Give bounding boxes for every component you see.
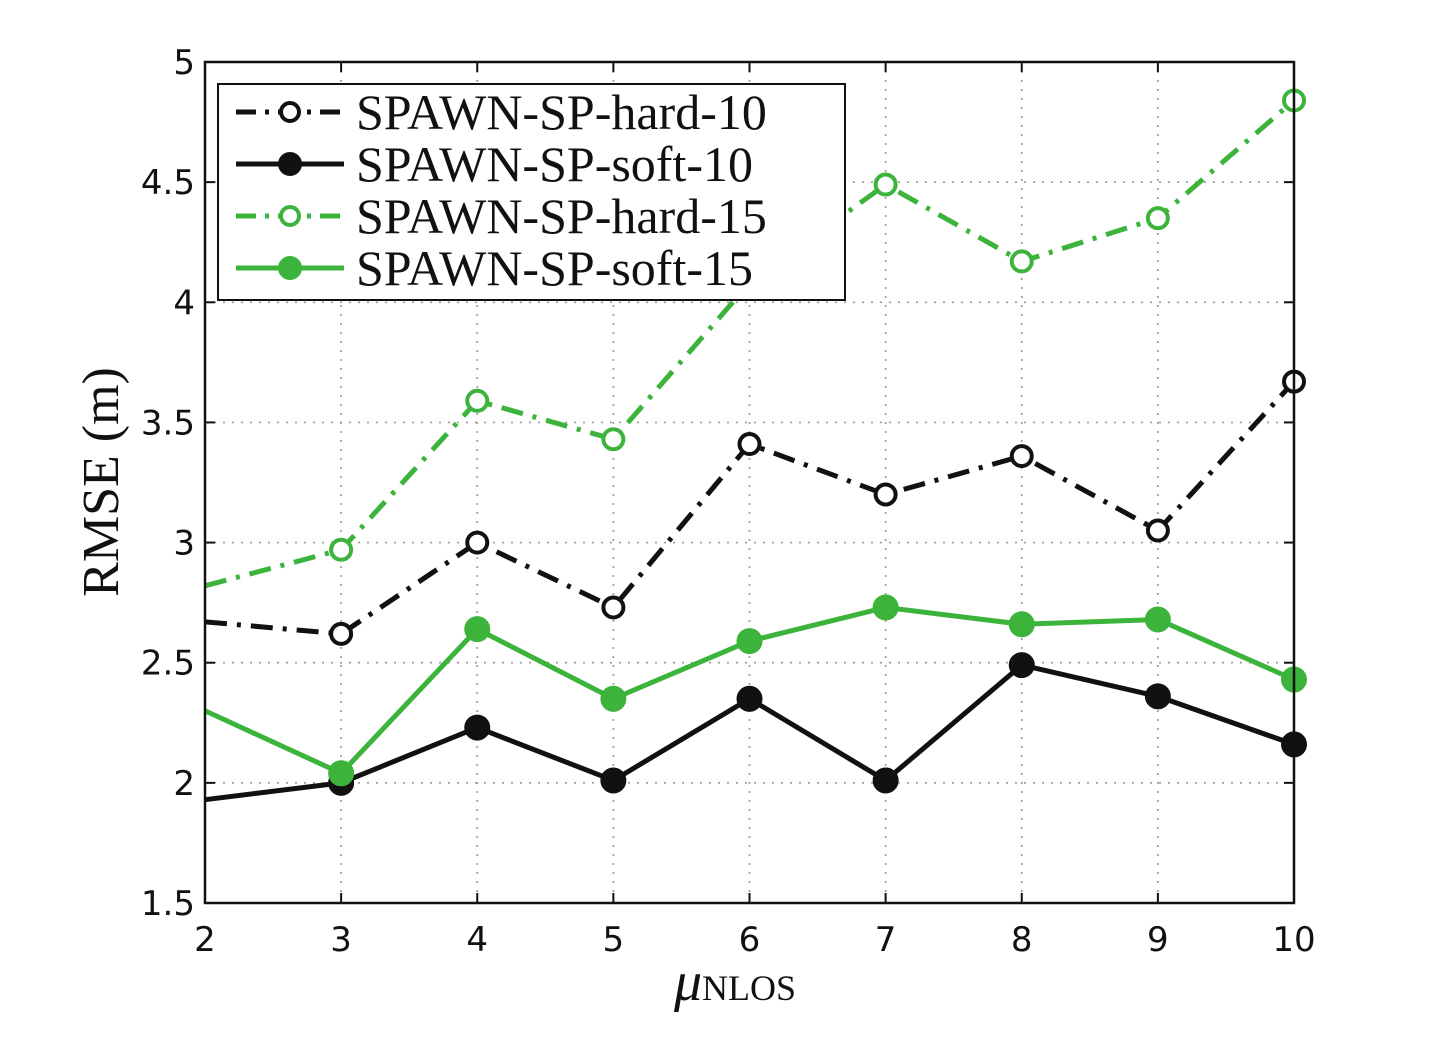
data-point bbox=[1008, 652, 1035, 679]
data-point bbox=[1008, 611, 1035, 638]
data-point bbox=[1009, 249, 1034, 274]
y-axis-label: RMSE (m) bbox=[73, 367, 130, 597]
series-spawn-sp-hard-10 bbox=[204, 369, 1306, 646]
x-axis-label-subscript: NLOS bbox=[702, 968, 796, 1008]
y-tick-label: 1.5 bbox=[141, 884, 195, 924]
legend-label: SPAWN-SP-hard-10 bbox=[356, 84, 767, 140]
legend-marker bbox=[278, 256, 302, 280]
data-point bbox=[1144, 683, 1171, 710]
data-point bbox=[1009, 444, 1034, 469]
x-axis-label-symbol: μ bbox=[673, 951, 702, 1013]
x-tick-label: 2 bbox=[194, 920, 216, 960]
data-point bbox=[873, 172, 898, 197]
y-tick-label: 2.5 bbox=[141, 644, 195, 684]
x-axis-label: μNLOS bbox=[673, 951, 796, 1013]
legend-box bbox=[217, 83, 846, 301]
legend-item-spawn-sp-soft-15: SPAWN-SP-soft-15 bbox=[236, 240, 753, 296]
data-point bbox=[464, 714, 491, 741]
series-line bbox=[204, 662, 1295, 803]
y-tick-label: 4.5 bbox=[141, 163, 195, 203]
x-tick-label: 7 bbox=[875, 920, 897, 960]
y-tick-label: 2 bbox=[173, 764, 195, 804]
legend-label: SPAWN-SP-soft-10 bbox=[356, 136, 753, 192]
x-tick-label: 3 bbox=[330, 920, 352, 960]
data-point bbox=[329, 537, 354, 562]
data-point bbox=[465, 530, 490, 555]
data-point bbox=[872, 594, 899, 621]
legend-item-spawn-sp-soft-10: SPAWN-SP-soft-10 bbox=[236, 136, 753, 192]
legend: SPAWN-SP-hard-10SPAWN-SP-soft-10SPAWN-SP… bbox=[217, 83, 846, 301]
data-point bbox=[1145, 206, 1170, 231]
data-point bbox=[737, 432, 762, 457]
legend-label: SPAWN-SP-soft-15 bbox=[356, 240, 753, 296]
series-layer bbox=[203, 88, 1307, 803]
legend-marker bbox=[278, 152, 302, 176]
series-spawn-sp-soft-10 bbox=[204, 652, 1307, 803]
data-point bbox=[464, 616, 491, 643]
data-point bbox=[1144, 606, 1171, 633]
data-point bbox=[465, 388, 490, 413]
data-point bbox=[873, 482, 898, 507]
x-tick-label: 4 bbox=[466, 920, 488, 960]
x-tick-label: 9 bbox=[1147, 920, 1169, 960]
x-tick-label: 8 bbox=[1011, 920, 1033, 960]
legend-marker bbox=[279, 101, 301, 123]
legend-label: SPAWN-SP-hard-15 bbox=[356, 188, 767, 244]
legend-item-spawn-sp-hard-10: SPAWN-SP-hard-10 bbox=[236, 84, 767, 140]
y-tick-label: 4 bbox=[173, 283, 195, 323]
data-point bbox=[736, 628, 763, 655]
data-point bbox=[600, 685, 627, 712]
data-point bbox=[736, 685, 763, 712]
data-point bbox=[600, 767, 627, 794]
series-spawn-sp-soft-15 bbox=[203, 594, 1307, 787]
data-point bbox=[872, 767, 899, 794]
data-point bbox=[328, 760, 355, 787]
y-tick-label: 3 bbox=[173, 524, 195, 564]
data-point bbox=[1145, 518, 1170, 543]
data-point bbox=[601, 427, 626, 452]
data-point bbox=[329, 621, 354, 646]
x-tick-label: 5 bbox=[603, 920, 625, 960]
tick-layer: 2 3 4 5 6 7 8 9 101.522.533.544.55 bbox=[141, 43, 1316, 960]
x-tick-label: 6 bbox=[739, 920, 761, 960]
legend-marker bbox=[279, 205, 301, 227]
legend-item-spawn-sp-hard-15: SPAWN-SP-hard-15 bbox=[236, 188, 767, 244]
series-line bbox=[204, 379, 1296, 637]
y-tick-label: 5 bbox=[173, 43, 195, 83]
data-point bbox=[601, 595, 626, 620]
y-tick-label: 3.5 bbox=[141, 403, 195, 443]
x-tick-label: 10 bbox=[1272, 920, 1315, 960]
